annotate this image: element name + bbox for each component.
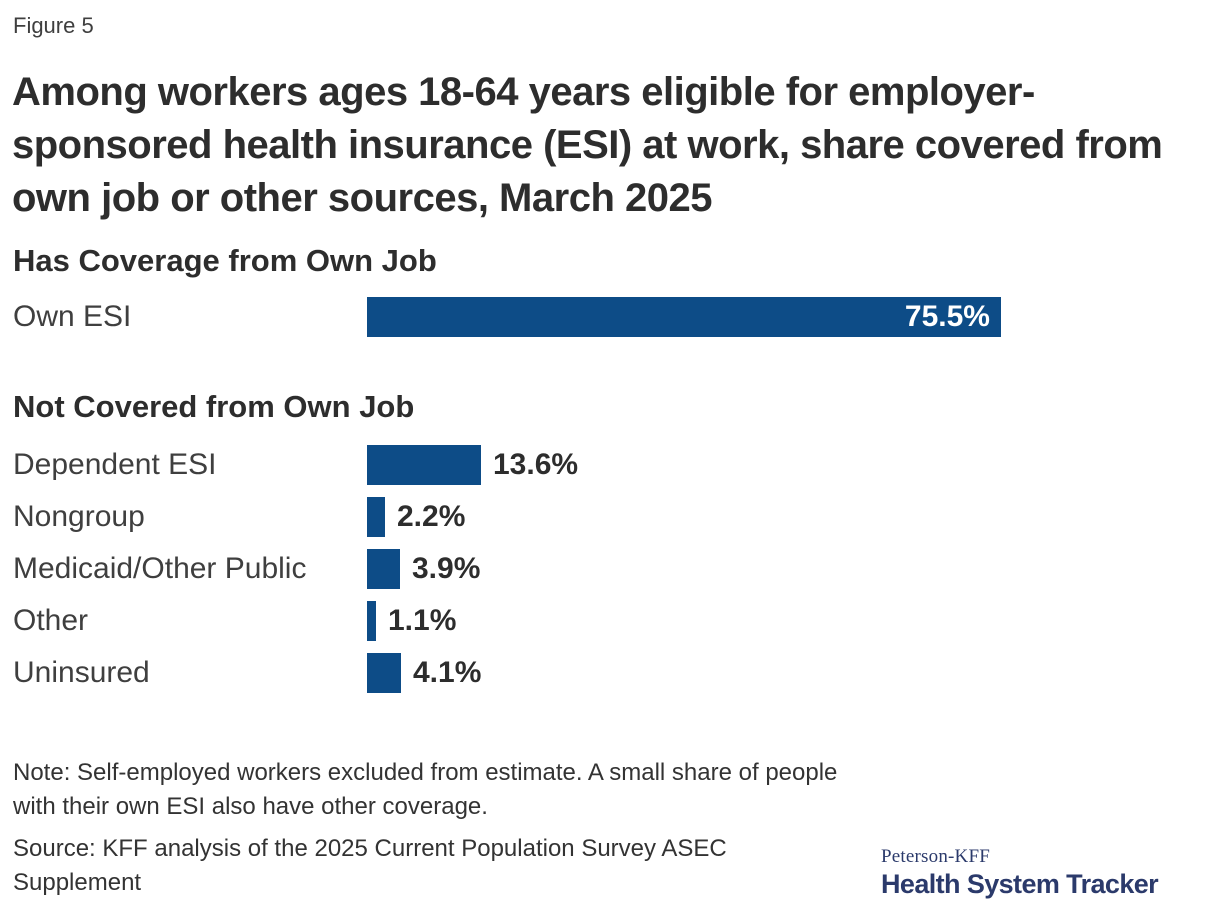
chart-title-line-3: own job or other sources, March 2025 (12, 176, 712, 220)
bar-label-uninsured: Uninsured (13, 656, 150, 689)
bar-other (367, 601, 376, 641)
bar-track: 2.2% (367, 497, 465, 537)
bar-dependent-esi (367, 445, 481, 485)
logo-health-system-tracker: Health System Tracker (881, 869, 1159, 899)
bar-row-dependent-esi: Dependent ESI 13.6% (0, 445, 1220, 485)
bar-value-uninsured: 4.1% (413, 656, 482, 689)
note-text: Note: Self-employed workers excluded fro… (13, 759, 838, 820)
bar-track: 4.1% (367, 653, 481, 693)
source-text: Source: KFF analysis of the 2025 Current… (13, 835, 727, 896)
peterson-kff-health-system-tracker-logo: Peterson-KFF Health System Tracker (881, 846, 1211, 900)
footnotes: Note: Self-employed workers excluded fro… (13, 756, 853, 900)
bar-value-other: 1.1% (388, 604, 457, 637)
bar-label-own-esi: Own ESI (13, 300, 132, 333)
bar-label-other: Other (13, 604, 89, 637)
bar-label-medicaid-other-public: Medicaid/Other Public (13, 552, 307, 585)
bar-uninsured (367, 653, 401, 693)
bar-label-nongroup: Nongroup (13, 500, 145, 533)
bar-row-medicaid-other-public: Medicaid/Other Public 3.9% (0, 549, 1220, 589)
group-heading-has-coverage: Has Coverage from Own Job (13, 243, 437, 278)
bar-medicaid-other-public (367, 549, 400, 589)
bar-track: 75.5% (367, 297, 1001, 337)
bar-row-own-esi: Own ESI 75.5% (0, 297, 1220, 337)
bar-track: 1.1% (367, 601, 456, 641)
bar-row-uninsured: Uninsured 4.1% (0, 653, 1220, 693)
bar-own-esi: 75.5% (367, 297, 1001, 337)
bar-value-medicaid-other-public: 3.9% (412, 552, 481, 585)
bar-track: 13.6% (367, 445, 578, 485)
bar-nongroup (367, 497, 385, 537)
chart-title-line-2: sponsored health insurance (ESI) at work… (12, 123, 1163, 167)
bar-value-own-esi: 75.5% (904, 300, 990, 333)
bar-value-nongroup: 2.2% (397, 500, 466, 533)
bar-row-nongroup: Nongroup 2.2% (0, 497, 1220, 537)
bar-row-other: Other 1.1% (0, 601, 1220, 641)
logo-peterson-kff: Peterson-KFF (881, 846, 991, 867)
chart-title-line-1: Among workers ages 18-64 years eligible … (12, 70, 1035, 114)
bar-value-dependent-esi: 13.6% (493, 448, 579, 481)
group-heading-not-covered: Not Covered from Own Job (13, 389, 415, 424)
bar-label-dependent-esi: Dependent ESI (13, 448, 217, 481)
figure-number-label: Figure 5 (13, 13, 94, 38)
bar-track: 3.9% (367, 549, 480, 589)
chart-title: Among workers ages 18-64 years eligible … (12, 66, 1212, 225)
